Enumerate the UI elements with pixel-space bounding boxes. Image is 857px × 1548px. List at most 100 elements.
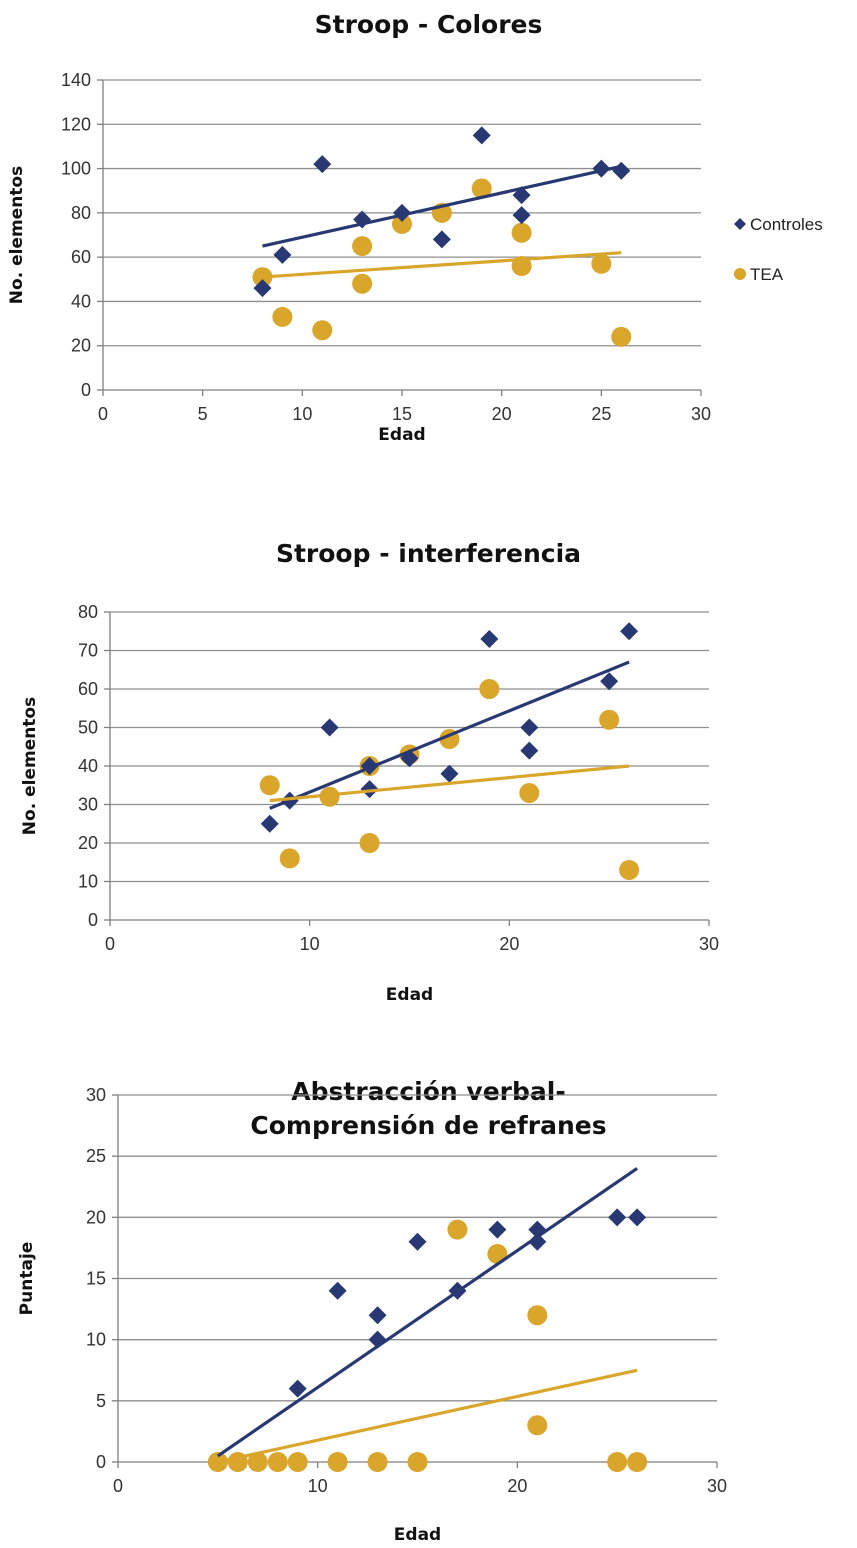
y-tick-label: 30 [78,795,98,815]
y-tick-label: 60 [78,679,98,699]
chart-plot: 0 20 40 60 80 100 120 140 0 5 10 15 20 25 30 Edad No. el… [7,70,823,445]
legend-marker-controles [734,218,746,230]
y-tick-label: 10 [78,872,98,892]
point-tea [591,253,612,274]
point-tea [471,178,492,199]
trendline-controles [269,660,630,810]
y-tick-label: 15 [86,1269,106,1289]
point-tea [611,326,632,347]
y-tick-label: 30 [86,1085,106,1105]
point-tea [367,1452,388,1472]
point-controles [408,1232,427,1251]
point-tea [259,775,280,796]
y-tick-label: 20 [78,833,98,853]
point-controles [520,741,539,760]
chart-title-line: Comprensión de refranes [250,1110,607,1140]
y-tick-label: 20 [71,336,91,356]
y-tick-label: 40 [71,291,91,311]
y-tick-label: 100 [61,159,91,179]
y-axis-label: No. elementos [20,697,40,835]
point-controles [608,1208,627,1227]
point-controles [528,1232,547,1251]
point-tea [511,222,532,243]
point-tea [267,1452,288,1472]
point-controles [628,1208,647,1227]
x-axis-label: Edad [378,425,425,445]
x-tick-label: 0 [105,934,115,954]
point-tea [287,1452,308,1472]
legend-label: TEA [750,265,784,284]
y-tick-label: 0 [81,380,91,400]
y-tick-label: 60 [71,247,91,267]
point-controles [472,126,491,145]
point-tea [312,320,333,341]
point-controles [488,1220,507,1239]
point-controles [480,629,499,648]
x-tick-label: 20 [492,404,512,424]
point-controles [600,672,619,691]
trendline-tea [262,251,622,279]
point-tea [352,236,373,257]
x-tick-label: 0 [98,404,108,424]
x-tick-label: 15 [392,404,412,424]
trendline-tea [269,764,630,803]
point-controles [440,764,459,783]
point-tea [279,848,300,869]
x-tick-label: 10 [308,1476,328,1496]
point-tea [607,1452,628,1472]
y-tick-label: 0 [96,1452,106,1472]
point-tea [447,1219,468,1240]
y-tick-label: 50 [78,718,98,738]
chart-title-line: Abstracción verbal- [291,1077,566,1106]
x-tick-label: 30 [699,934,719,954]
point-tea [392,213,412,234]
point-tea [327,1452,348,1472]
point-controles [320,718,339,737]
y-tick-label: 0 [88,910,98,930]
point-controles [253,279,272,298]
y-tick-label: 140 [61,70,91,90]
point-tea [527,1305,548,1326]
x-tick-label: 5 [198,404,208,424]
legend-label: Controles [750,215,823,234]
point-controles [260,814,279,833]
x-tick-label: 20 [499,934,519,954]
point-tea [359,833,380,853]
y-tick-label: 80 [78,602,98,622]
y-tick-label: 20 [86,1207,106,1227]
chart-title: Stroop - interferencia [275,539,582,568]
point-tea [479,679,500,699]
point-controles [512,206,531,225]
point-controles [313,155,332,174]
x-tick-label: 25 [591,404,611,424]
point-tea [319,786,340,807]
point-controles [328,1281,347,1300]
x-axis-label: Edad [386,985,433,1005]
trendline-controles [262,164,622,248]
x-axis-label: Edad [394,1525,441,1545]
point-controles [620,622,639,641]
x-tick-label: 0 [113,1476,123,1496]
point-tea [527,1415,548,1436]
x-tick-label: 10 [292,404,312,424]
point-controles [273,245,292,264]
point-tea [627,1452,648,1472]
y-tick-label: 5 [96,1391,106,1411]
x-tick-label: 30 [707,1476,727,1496]
point-controles [360,780,379,799]
x-tick-label: 10 [300,934,320,954]
legend-marker-tea [734,268,746,280]
y-axis-label: No. elementos [7,166,27,304]
point-tea [619,859,640,880]
y-tick-label: 80 [71,203,91,223]
point-tea [272,306,293,327]
x-tick-label: 20 [507,1476,527,1496]
point-controles [520,718,539,737]
y-tick-label: 70 [78,641,98,661]
y-tick-label: 10 [86,1330,106,1350]
chart-plot: 0 10 20 30 40 50 60 70 80 0 10 20 30 Edad No. elemento… [20,602,719,1005]
y-tick-label: 25 [86,1146,106,1166]
point-tea [407,1452,428,1472]
point-tea [352,273,373,294]
